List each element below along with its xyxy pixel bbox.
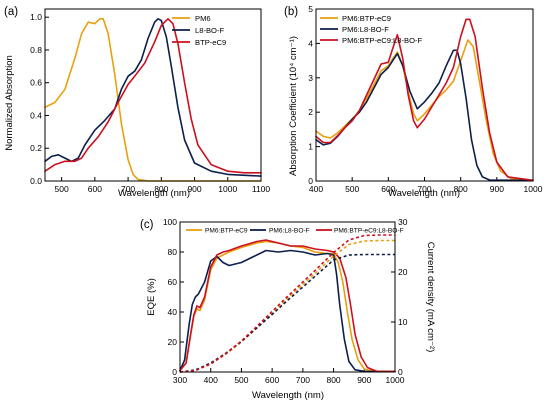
panel-b-x-tick-label: 1000 [524,184,543,194]
panel-c-series-pm6-l8-bo-f [179,249,396,373]
panel-b-tick-labels: 400 500 600 700 800 900 1000 0 1 2 3 4 5 [308,4,542,194]
panel-c-series-pm6-btp-ec9-l8-bo-f-jsc [179,234,395,373]
panel-a-x-tick-label: 500 [55,184,69,194]
panel-b-y-tick-label: 2 [308,107,313,117]
panel-c-x-tick-label: 600 [265,375,279,385]
panel-c-label: (c) [140,219,154,231]
panel-a-y-tick-label: 0.8 [30,45,42,55]
panel-c-y2-tick-label: 10 [398,317,408,327]
panel-a: (a) Normalized Absorption Wavelength (nm… [4,6,270,199]
panel-c-legend-label-pm6-l8-bo-f: PM6:L8-BO-F [269,228,310,235]
panel-b-y-tick-label: 1 [308,142,313,152]
panel-c-plot-frame [179,221,396,373]
panel-c-y-tick-label: 80 [168,247,178,257]
panel-a-tick-labels: 500 600 700 800 900 1000 1100 0.0 0.2 0.4 0.6 0.8 1.… [30,12,270,194]
panel-c-y2-axis-title: Current density (mA cm⁻²) [425,242,436,353]
panel-a-legend: PM6 L8-BO-F BTP-eC9 [172,14,226,47]
panel-b-x-tick-label: 800 [454,184,468,194]
panel-b-x-tick-label: 700 [417,184,431,194]
panel-b: (b) Absorption Coefficient (10⁴ cm⁻¹) Wa… [284,4,543,199]
panel-c-x-axis-title: Wavelength (nm) [252,390,324,401]
panel-a-legend-label-l8-bo-f: L8-BO-F [195,26,224,35]
panel-b-ticks [315,8,534,182]
panel-a-y-axis-title: Normalized Absorption [4,55,15,151]
panel-b-series-pm6-l8-bo-f [315,49,534,182]
panel-a-series-pm6 [44,17,262,182]
panel-b-label: (b) [284,6,298,18]
panel-c-legend-label-ternary: PM6:BTP-eC9:L8-BO-F [334,228,404,235]
panel-a-x-tick-label: 1100 [252,184,271,194]
panel-b-y-tick-label: 5 [308,4,313,14]
panel-c-y-tick-label: 100 [163,217,177,227]
panel-c-x-tick-label: 700 [296,375,310,385]
panel-c-y-tick-label: 0 [172,367,177,377]
panel-a-x-tick-label: 800 [154,184,168,194]
panel-b-plot-frame [315,8,534,182]
panel-a-x-tick-label: 1000 [218,184,237,194]
panel-a-y-tick-label: 0.6 [30,78,42,88]
panel-c-x-tick-label: 300 [173,375,187,385]
panel-b-y-tick-label: 3 [308,73,313,83]
panel-b-y-tick-label: 4 [308,38,313,48]
panel-a-y-tick-label: 0.4 [30,110,42,120]
panel-c-tick-labels: 300 400 500 600 700 800 900 1000020406080100010… [163,217,408,385]
panel-c: (c) EQE (%) Current density (mA cm⁻²) Wa… [140,217,436,401]
panel-b-legend: PM6:BTP-eC9 PM6:L8-BO-F PM6:BTP-eC9:L8-B… [320,14,423,45]
panel-a-x-tick-label: 900 [187,184,201,194]
panel-c-x-tick-label: 1000 [386,375,405,385]
panel-a-x-axis-title: Wavelength (nm) [118,188,190,199]
panel-c-x-tick-label: 800 [326,375,340,385]
panel-a-ticks [45,16,262,182]
panel-c-series-pm6-btp-ec9-jsc [179,239,395,373]
panel-a-y-tick-label: 1.0 [30,12,42,22]
panel-a-legend-label-btp-ec9: BTP-eC9 [195,38,226,47]
panel-b-x-tick-label: 500 [345,184,359,194]
panel-a-y-tick-label: 0.2 [30,143,42,153]
panel-b-series [315,18,534,182]
panel-c-x-tick-label: 900 [357,375,371,385]
panel-c-series [179,234,396,373]
panel-b-x-tick-label: 900 [490,184,504,194]
panel-a-label: (a) [4,6,18,18]
panel-c-y-tick-label: 40 [168,307,178,317]
panel-a-legend-label-pm6: PM6 [195,14,211,23]
panel-c-y-tick-label: 60 [168,277,178,287]
panel-c-legend-label-pm6-btp-ec9: PM6:BTP-eC9 [205,228,248,235]
panel-c-y2-tick-label: 30 [398,217,408,227]
panel-c-y2-tick-label: 0 [398,367,403,377]
panel-b-legend-label-ternary: PM6:BTP-eC9:L8-BO-F [342,36,423,45]
panel-c-x-tick-label: 500 [234,375,248,385]
panel-b-x-axis-title: Wavelength (nm) [388,188,460,199]
panel-a-x-tick-label: 700 [121,184,135,194]
panel-c-series-pm6-l8-bo-f-jsc [179,253,395,373]
panel-b-y-axis-title: Absorption Coefficient (10⁴ cm⁻¹) [288,36,299,176]
panel-b-legend-label-pm6-btp-ec9: PM6:BTP-eC9 [342,14,391,23]
panel-a-plot-frame [44,8,262,182]
panel-c-legend: PM6:BTP-eC9 PM6:L8-BO-F PM6:BTP-eC9:L8-B… [186,228,404,235]
panel-a-series-btp-ec9 [44,17,262,174]
panel-b-y-tick-label: 0 [308,176,313,186]
panel-c-y2-tick-label: 20 [398,267,408,277]
panel-c-series-pm6-btp-ec9-l8-bo-f [179,239,396,373]
panel-b-series-pm6-btp-ec9-l8-bo-f [315,18,534,182]
panel-a-x-tick-label: 600 [88,184,102,194]
panel-b-legend-label-pm6-l8-bo-f: PM6:L8-BO-F [342,25,389,34]
panel-c-x-tick-label: 400 [204,375,218,385]
panel-c-y-tick-label: 20 [168,337,178,347]
panel-a-series [44,17,262,182]
panel-c-y-axis-title: EQE (%) [146,278,157,315]
panel-b-x-tick-label: 400 [309,184,323,194]
panel-b-x-tick-label: 600 [381,184,395,194]
panel-a-series-l8-bo-f [44,17,262,177]
panel-c-series-pm6-btp-ec9 [179,240,396,373]
panel-a-y-tick-label: 0.0 [30,176,42,186]
panel-b-series-pm6-btp-ec9 [315,39,534,182]
